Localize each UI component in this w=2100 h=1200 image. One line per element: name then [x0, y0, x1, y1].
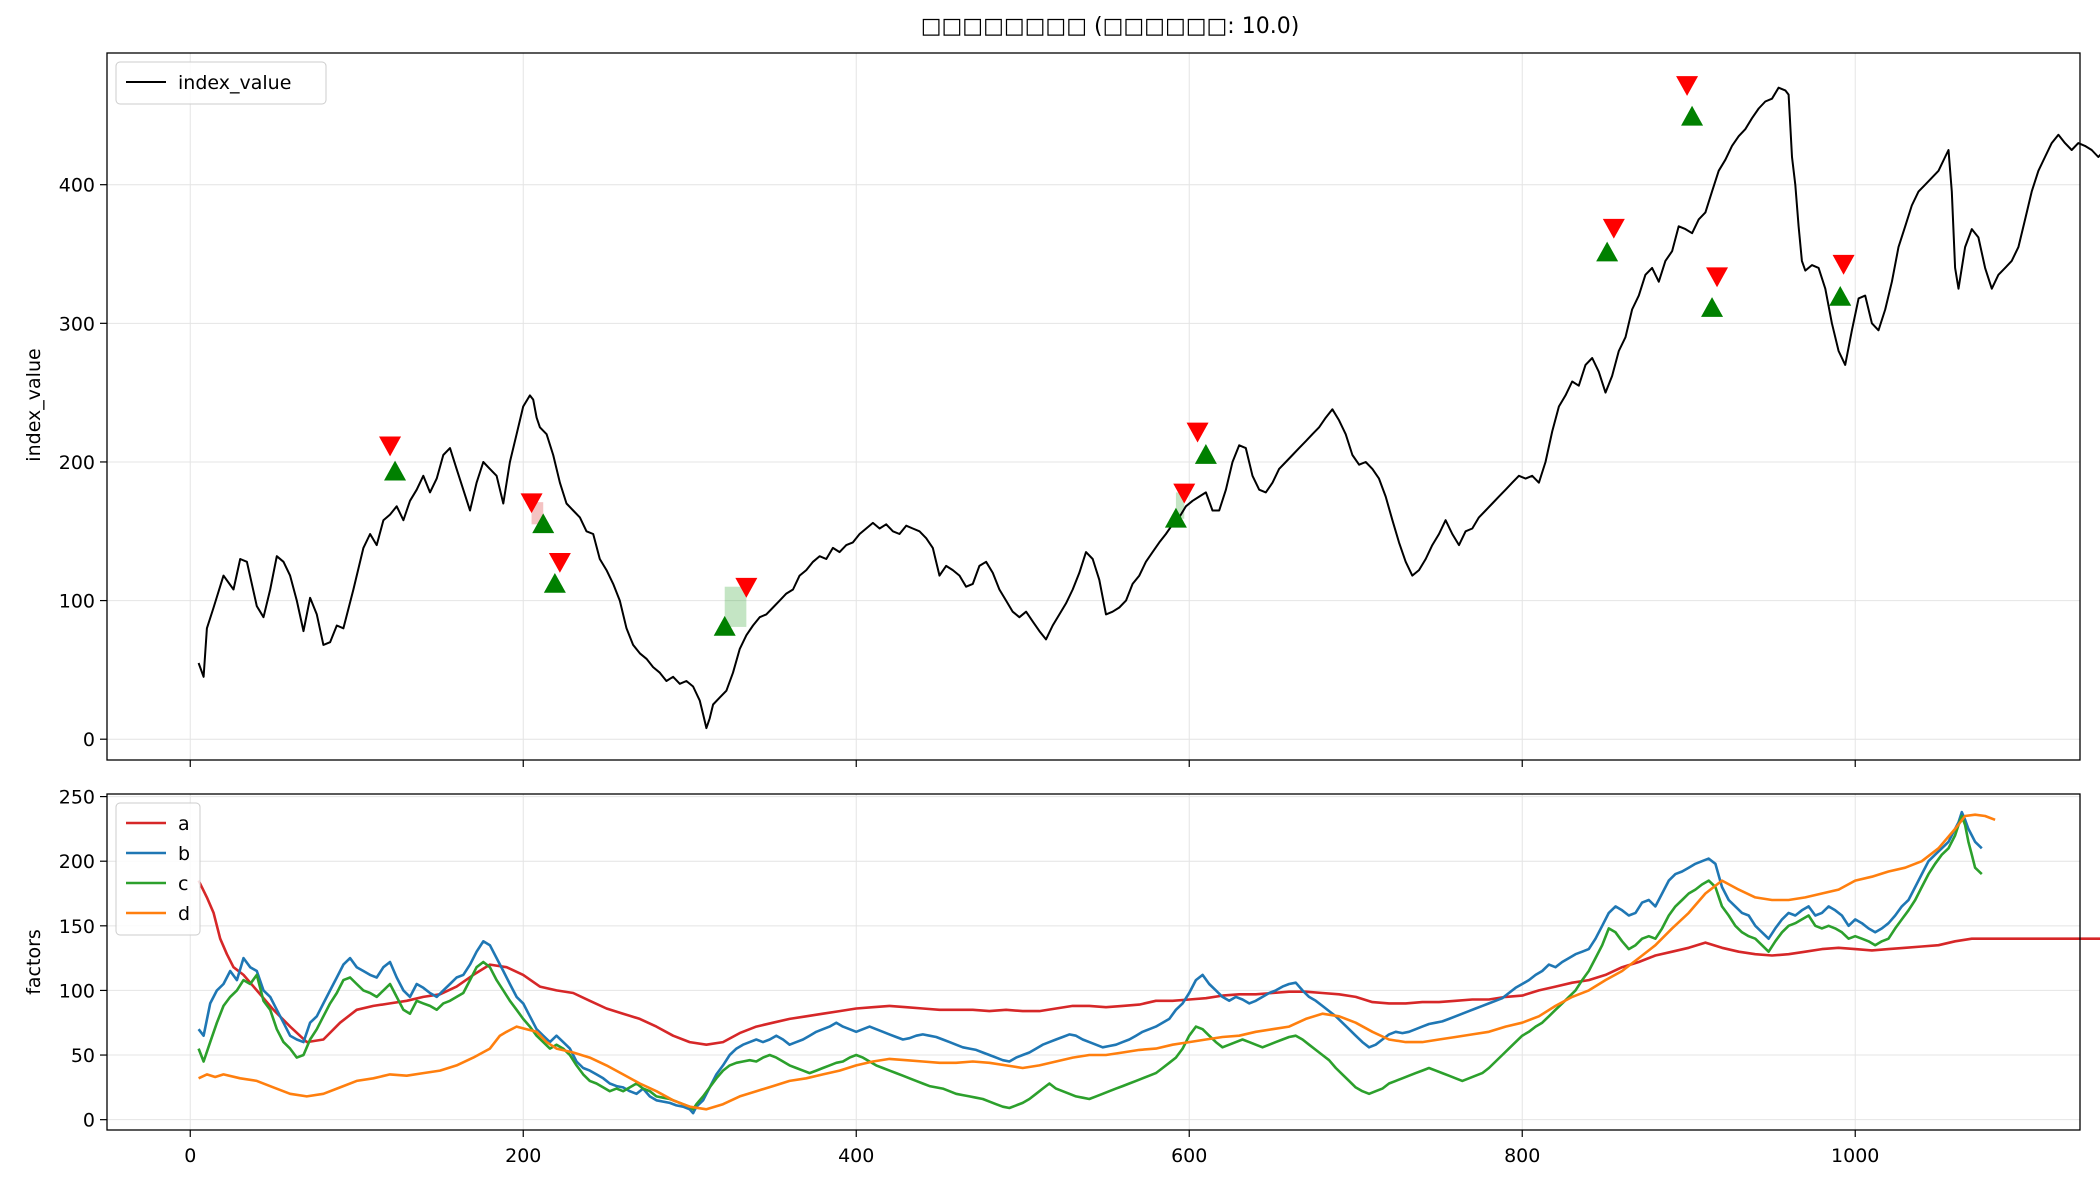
y-axis-label-index-value: index_value: [23, 348, 45, 461]
x-tick-label: 1000: [1831, 1145, 1879, 1167]
legend-label-index-value: index_value: [178, 72, 291, 94]
x-tick-label: 600: [1171, 1145, 1207, 1167]
sell-marker: [1676, 76, 1699, 96]
buy-marker: [1701, 297, 1724, 317]
y-tick-label: 300: [59, 313, 95, 335]
y-tick-label: 200: [59, 851, 95, 873]
legend-label-c: c: [178, 873, 188, 895]
y-tick-label: 400: [59, 175, 95, 197]
legend-label-b: b: [178, 843, 190, 865]
axes-frame: [106, 52, 2081, 761]
y-tick-label: 100: [59, 980, 95, 1002]
buy-marker: [543, 572, 566, 593]
factors-chart: factors 0 50 100 150 200 250 0 200 400 600 800 1000…: [23, 787, 2100, 1167]
legend: [115, 61, 327, 105]
buy-marker: [532, 513, 555, 534]
index-value-chart: □□□□□□□□ (□□□□□□: 10.0) index_value 0 100…: [23, 14, 2100, 767]
y-axis-label-factors: factors: [23, 929, 45, 995]
x-tick-label: 0: [184, 1145, 196, 1167]
sell-marker: [379, 436, 402, 457]
chart-title: □□□□□□□□ (□□□□□□: 10.0): [921, 14, 1300, 39]
buy-marker: [1596, 241, 1619, 262]
y-tick-label: 0: [83, 729, 95, 751]
series-line-c: [197, 814, 1983, 1111]
sell-marker: [1602, 218, 1625, 239]
sell-marker: [1706, 267, 1729, 288]
buy-marker: [1829, 285, 1852, 306]
x-tick-label: 400: [838, 1145, 874, 1167]
sell-marker: [548, 552, 571, 573]
shaded-region: [724, 586, 747, 627]
series-line-d: [198, 813, 1996, 1111]
axes-frame: [106, 793, 2081, 1131]
sell-marker: [1186, 422, 1209, 443]
legend: [115, 802, 201, 936]
shaded-region: [531, 502, 544, 525]
buy-marker: [713, 615, 736, 636]
shaded-region: [1175, 492, 1185, 519]
y-tick-label: 150: [59, 916, 95, 938]
y-tick-label: 200: [59, 452, 95, 474]
x-tick-label: 200: [505, 1145, 541, 1167]
y-tick-label: 50: [71, 1045, 95, 1067]
legend-label-d: d: [178, 903, 190, 925]
y-tick-label: 250: [59, 787, 95, 809]
legend-label-a: a: [178, 813, 190, 835]
series-line-b: [197, 810, 1983, 1115]
sell-marker: [1173, 483, 1196, 504]
sell-marker: [735, 577, 758, 598]
sell-marker: [1832, 254, 1855, 275]
buy-marker: [1681, 105, 1704, 126]
y-tick-label: 0: [83, 1110, 95, 1132]
buy-marker: [384, 460, 407, 481]
series-line-index-value: [197, 86, 2100, 730]
y-tick-label: 100: [59, 591, 95, 613]
buy-marker: [1194, 444, 1217, 464]
x-tick-label: 800: [1504, 1145, 1540, 1167]
sell-marker: [520, 493, 543, 514]
series-line-a: [197, 880, 2100, 1046]
buy-marker: [1164, 507, 1187, 528]
